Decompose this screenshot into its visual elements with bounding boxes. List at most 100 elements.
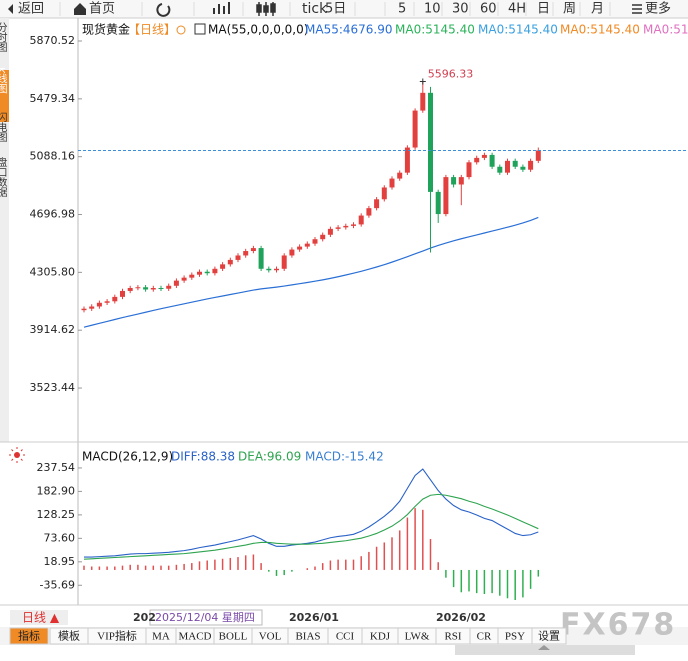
macd-settings-rays xyxy=(9,447,25,463)
legend-entry: DIFF:88.38 xyxy=(171,450,235,464)
y-tick-label: 182.90 xyxy=(37,484,76,497)
candle-body xyxy=(274,268,279,271)
candle-body xyxy=(481,154,487,158)
indicator-tab[interactable]: PSY xyxy=(505,631,525,643)
candle-body xyxy=(289,249,295,256)
candle-body xyxy=(235,255,241,260)
candle-body xyxy=(343,225,349,228)
indicator-tab[interactable]: KDJ xyxy=(370,631,391,643)
candle-body xyxy=(112,296,118,302)
legend-entry: MACD:-15.42 xyxy=(305,450,384,464)
candle-body xyxy=(335,227,341,229)
macd-title: MACD(26,12,9) xyxy=(82,450,173,464)
home-button[interactable]: 首页 xyxy=(89,2,115,17)
candle-body xyxy=(204,271,210,274)
indicator-tab[interactable]: BOLL xyxy=(219,631,248,643)
y-tick-label: 4305.80 xyxy=(30,265,76,278)
candle-body xyxy=(197,271,202,275)
candle-body xyxy=(281,255,287,269)
candle-body xyxy=(451,177,457,185)
back-icon xyxy=(8,4,13,14)
period-button[interactable]: 5日 xyxy=(325,2,346,17)
candle-body xyxy=(458,177,464,185)
side-tab[interactable]: 分时图 xyxy=(0,22,7,53)
cursor-date-label: 2025/12/04 星期四 xyxy=(155,611,255,624)
indicator-tab[interactable]: VIP指标 xyxy=(97,629,137,643)
side-tab[interactable]: 盘口数据 xyxy=(0,156,7,198)
indicator-tab[interactable]: BIAS xyxy=(295,631,320,643)
y-tick-label: 18.95 xyxy=(44,555,76,568)
indicator-tab[interactable]: CCI xyxy=(336,631,355,643)
candle-body xyxy=(466,162,472,178)
period-button[interactable]: 60 xyxy=(480,2,497,17)
period-button[interactable]: 4H xyxy=(508,2,526,17)
indicator-tab[interactable]: 指标 xyxy=(18,629,40,643)
side-tab-strip xyxy=(0,18,9,442)
indicator-tab-box xyxy=(9,627,49,645)
candle-body xyxy=(489,154,495,167)
candle-body xyxy=(474,157,480,163)
ma-icon xyxy=(194,23,206,35)
candle-body xyxy=(312,239,318,244)
y-tick-label: 5870.52 xyxy=(30,34,76,47)
candle-body xyxy=(189,274,195,278)
x-axis-label: 202 xyxy=(133,611,156,624)
indicator-tab[interactable]: MA xyxy=(152,631,170,643)
candle-body xyxy=(412,110,418,148)
period-button[interactable]: 30 xyxy=(452,2,469,17)
candle-body xyxy=(374,199,380,209)
ma-line xyxy=(83,216,539,328)
indicator-tab[interactable]: VOL xyxy=(259,631,282,643)
candle-body xyxy=(327,228,333,235)
macd-line xyxy=(83,493,539,560)
candle-body xyxy=(528,160,534,170)
y-tick-label: 5088.16 xyxy=(30,150,76,163)
indicator-tab[interactable]: 设置 xyxy=(538,630,560,643)
period-button[interactable]: 10 xyxy=(424,2,441,17)
period-button[interactable]: 日 xyxy=(537,2,550,17)
macd-settings-icon[interactable] xyxy=(14,452,20,458)
home-icon xyxy=(74,3,86,15)
period-button[interactable]: 月 xyxy=(591,2,604,17)
candle-body xyxy=(266,268,272,271)
candle-body xyxy=(404,147,410,173)
y-tick-label: 5479.34 xyxy=(30,92,76,105)
candle-body xyxy=(173,280,179,286)
candle-body xyxy=(243,251,249,256)
legend-entry: MA0:5145.40 xyxy=(560,23,640,37)
candle-body xyxy=(358,215,364,225)
back-button[interactable]: 返回 xyxy=(18,2,44,17)
indicator-tab[interactable]: CR xyxy=(477,631,492,643)
scroll-arrow xyxy=(538,645,550,650)
side-tab[interactable]: 闪电图 xyxy=(0,111,7,143)
legend-entry: MA0:51 xyxy=(643,23,688,37)
tick-button[interactable]: tick xyxy=(302,1,328,17)
indicator-tab[interactable]: RSI xyxy=(444,631,461,643)
indicator-tab[interactable]: 模板 xyxy=(58,629,80,643)
candle-body xyxy=(158,288,164,289)
bar-icon xyxy=(213,2,230,14)
candle-body xyxy=(96,302,102,307)
add-icon[interactable] xyxy=(176,25,186,35)
x-axis-label: 2026/02 xyxy=(436,611,486,624)
more-button[interactable]: 更多 xyxy=(645,1,671,17)
candle-body xyxy=(181,277,187,281)
watermark: FX678 xyxy=(560,608,676,643)
period-tab[interactable]: 日线 ▲ xyxy=(22,611,60,625)
indicator-tab[interactable]: LW& xyxy=(405,631,430,643)
indicator-tab-box xyxy=(531,627,567,645)
period-button[interactable]: 周 xyxy=(563,2,576,17)
candle-body xyxy=(143,287,149,290)
candle-body xyxy=(250,248,256,252)
candle-body xyxy=(120,290,125,297)
y-tick-label: 4696.98 xyxy=(30,208,76,221)
y-tick-label: 237.54 xyxy=(37,461,76,474)
candle-body xyxy=(520,166,526,170)
indicator-tab[interactable]: MACD xyxy=(178,631,211,643)
side-tab[interactable]: K线图 xyxy=(0,67,7,94)
candle-body xyxy=(397,172,403,179)
candle-body xyxy=(104,301,110,303)
period-button[interactable]: 5 xyxy=(398,2,406,17)
candle-body xyxy=(435,191,441,215)
